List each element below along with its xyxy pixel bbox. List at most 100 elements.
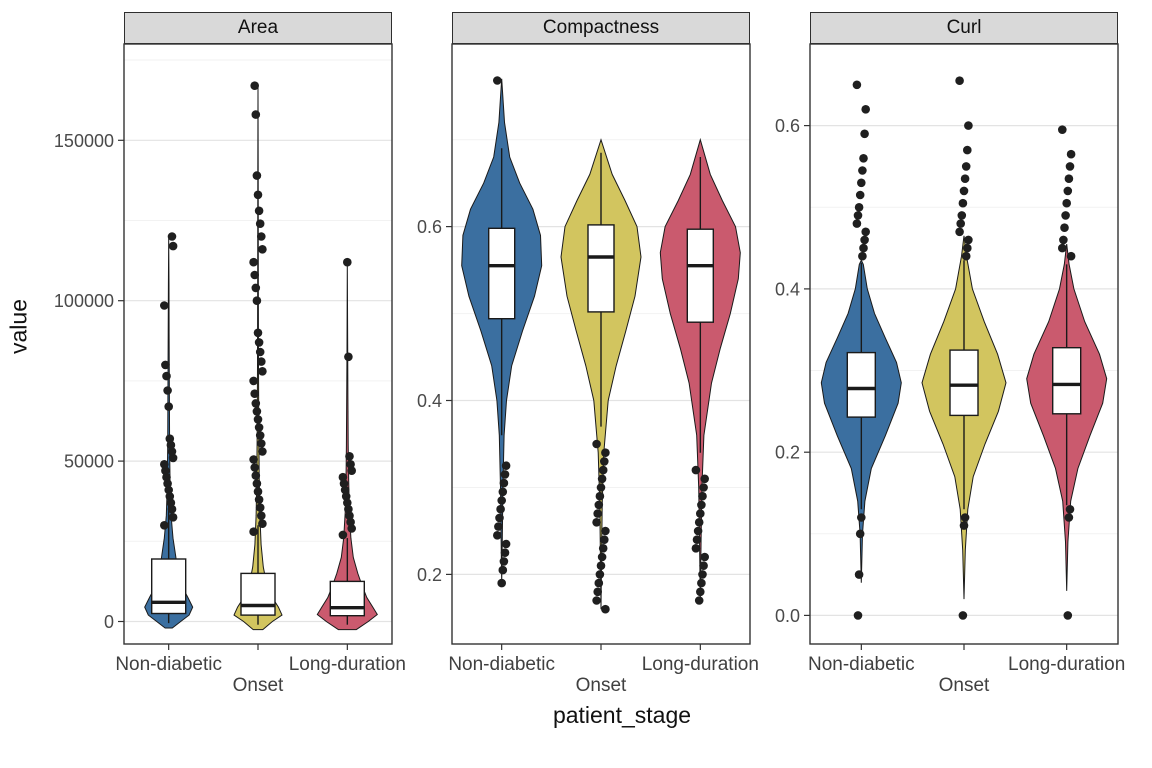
x-tick-label: Long-duration <box>1008 654 1125 675</box>
outlier-point <box>254 338 264 347</box>
outlier-point <box>1066 149 1076 159</box>
outlier-point <box>343 257 352 267</box>
violin-group-non-diabetic <box>461 76 543 588</box>
outlier-point <box>257 357 266 366</box>
outlier-point <box>165 434 175 444</box>
outlier-point <box>258 519 267 528</box>
outlier-point <box>596 561 606 570</box>
outlier-point <box>699 561 708 570</box>
outlier-point <box>594 500 604 510</box>
outlier-point <box>500 548 510 557</box>
violin-group-non-diabetic <box>144 232 194 629</box>
facet-strip-curl: Curl <box>810 12 1118 44</box>
outlier-point <box>1064 513 1074 522</box>
outlier-point <box>860 235 869 245</box>
x-tick-label: Non-diabetic <box>808 654 915 675</box>
box <box>1052 347 1082 415</box>
outlier-point <box>251 110 261 119</box>
outlier-point <box>346 517 355 527</box>
facet-strip-area: Area <box>124 12 392 44</box>
outlier-point <box>251 471 261 480</box>
outlier-point <box>251 283 261 293</box>
outlier-point <box>254 495 264 504</box>
outlier-point <box>249 376 258 386</box>
outlier-point <box>252 296 262 305</box>
outlier-point <box>250 81 259 90</box>
outlier-point <box>693 526 703 536</box>
outlier-point <box>861 105 870 114</box>
box <box>587 224 615 313</box>
outlier-point <box>344 504 353 514</box>
outlier-point <box>956 219 965 228</box>
outlier-point <box>852 219 862 228</box>
violin-group-long-duration <box>316 257 378 631</box>
outlier-point <box>1062 198 1071 208</box>
outlier-point <box>853 211 863 220</box>
outlier-point <box>253 487 263 496</box>
outlier-point <box>1059 235 1068 245</box>
outlier-point <box>595 570 605 579</box>
outlier-point <box>160 460 169 469</box>
outlier-point <box>495 513 504 523</box>
outlier-point <box>596 483 606 492</box>
outlier-point <box>493 531 502 540</box>
y-tick-label: 0 <box>104 612 114 632</box>
outlier-point <box>600 535 609 544</box>
outlier-point <box>258 447 267 456</box>
outlier-point <box>854 570 864 579</box>
outlier-point <box>341 492 351 501</box>
y-tick-label: 50000 <box>64 452 114 472</box>
outlier-point <box>1058 243 1067 253</box>
outlier-point <box>162 371 171 381</box>
outlier-point <box>252 407 262 416</box>
outlier-point <box>164 402 173 411</box>
outlier-point <box>592 596 601 605</box>
outlier-point <box>691 544 701 553</box>
outlier-point <box>858 251 867 261</box>
outlier-point <box>167 447 177 456</box>
outlier-point <box>347 524 357 533</box>
outlier-point <box>963 145 972 155</box>
outlier-point <box>494 522 503 531</box>
x-tick-label: Long-duration <box>642 654 759 675</box>
outlier-point <box>595 491 605 501</box>
outlier-point <box>253 415 263 424</box>
outlier-point <box>167 232 177 241</box>
outlier-point <box>499 478 509 488</box>
outlier-point <box>960 513 970 522</box>
outlier-point <box>497 496 506 505</box>
outlier-point <box>854 203 864 212</box>
outlier-point <box>258 245 267 254</box>
outlier-point <box>955 227 964 237</box>
outlier-point <box>163 479 172 488</box>
outlier-point <box>593 587 602 597</box>
violin-group-long-duration <box>1026 125 1108 620</box>
outlier-point <box>498 565 508 575</box>
outlier-point <box>958 611 968 620</box>
violin-group-onset <box>233 81 283 631</box>
outlier-point <box>592 518 601 527</box>
outlier-point <box>338 530 348 540</box>
x-tick-label: Onset <box>576 675 627 696</box>
outlier-point <box>250 270 259 280</box>
violin-group-onset <box>560 138 642 614</box>
outlier-point <box>859 154 868 163</box>
outlier-point <box>697 578 706 588</box>
outlier-point <box>1058 125 1067 134</box>
outlier-point <box>253 328 263 338</box>
outlier-point <box>597 552 607 562</box>
outlier-point <box>501 539 511 549</box>
outlier-point <box>594 578 604 588</box>
box <box>686 228 714 323</box>
outlier-point <box>255 347 265 357</box>
panel-border <box>123 43 393 645</box>
y-tick-label: 0.2 <box>417 565 442 585</box>
outlier-point <box>1060 223 1069 232</box>
outlier-point <box>164 485 173 495</box>
outlier-point <box>165 492 175 501</box>
outlier-point <box>167 504 177 514</box>
outlier-point <box>857 513 866 522</box>
outlier-point <box>253 190 263 200</box>
outlier-point <box>168 513 178 522</box>
outlier-point <box>1061 211 1070 220</box>
